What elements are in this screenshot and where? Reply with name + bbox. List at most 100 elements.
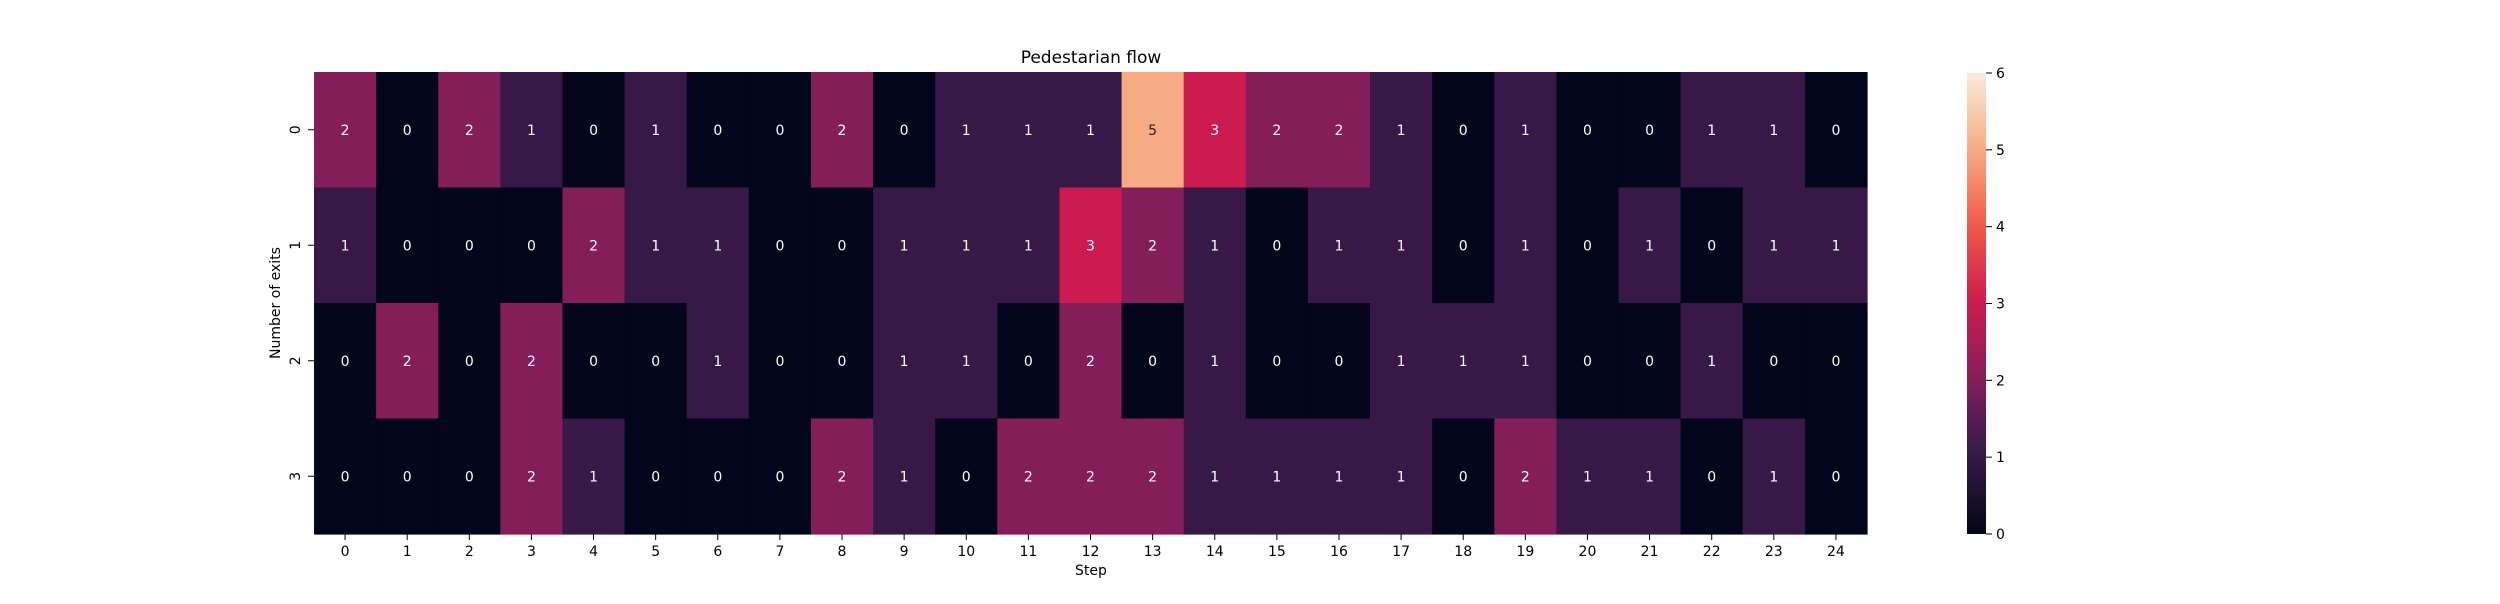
heatmap-cell-label: 1 xyxy=(1397,238,1406,254)
heatmap-cell xyxy=(1307,72,1371,189)
heatmap-cell xyxy=(1245,418,1309,535)
heatmap-cell xyxy=(1742,303,1806,420)
heatmap-cell xyxy=(1059,187,1123,304)
x-tick-label: 1 xyxy=(403,544,412,560)
heatmap-cell-label: 2 xyxy=(527,354,536,370)
heatmap-cell xyxy=(1680,303,1744,420)
heatmap-cell xyxy=(935,418,998,535)
heatmap-cell-label: 1 xyxy=(1335,469,1344,485)
heatmap-cell xyxy=(997,187,1061,304)
x-tick-label: 6 xyxy=(713,544,722,560)
heatmap-cell-label: 0 xyxy=(1583,354,1592,370)
heatmap-cell xyxy=(1307,303,1371,420)
x-tick-label: 18 xyxy=(1454,544,1472,560)
heatmap-cell-label: 2 xyxy=(1148,469,1157,485)
heatmap-cell-label: 3 xyxy=(1086,238,1095,254)
heatmap-cell xyxy=(1307,187,1371,304)
heatmap-cell xyxy=(1680,187,1744,304)
heatmap-cell xyxy=(935,187,998,304)
heatmap-cell xyxy=(873,187,936,304)
heatmap-cell xyxy=(686,418,750,535)
heatmap-cell xyxy=(935,72,998,189)
heatmap-cell xyxy=(748,303,812,420)
heatmap-cell-label: 0 xyxy=(403,469,412,485)
heatmap-cell xyxy=(624,303,688,420)
heatmap-cell-label: 1 xyxy=(1521,123,1530,139)
y-tick-label: 1 xyxy=(288,241,304,250)
heatmap-cell xyxy=(1370,303,1433,420)
heatmap-cell xyxy=(1742,72,1806,189)
heatmap-cell xyxy=(1804,72,1868,189)
heatmap-cell xyxy=(810,418,874,535)
y-tick-label: 0 xyxy=(288,125,304,134)
x-tick-label: 12 xyxy=(1082,544,1100,560)
heatmap-cell xyxy=(624,418,688,535)
heatmap-cell xyxy=(624,72,688,189)
heatmap-cell xyxy=(1121,303,1185,420)
heatmap-cell-label: 5 xyxy=(1148,123,1157,139)
heatmap-cell xyxy=(748,418,812,535)
heatmap-cell xyxy=(810,187,874,304)
heatmap-cell-label: 0 xyxy=(1272,238,1281,254)
heatmap-cell xyxy=(1245,303,1309,420)
colorbar: 0 1 2 3 4 5 6 xyxy=(1967,66,2005,543)
heatmap-cell-label: 0 xyxy=(1459,123,1468,139)
heatmap-cell xyxy=(1804,187,1868,304)
colorbar-tick-label: 2 xyxy=(1996,373,2005,389)
heatmap-cell-label: 1 xyxy=(900,238,909,254)
heatmap-cell-label: 0 xyxy=(775,469,784,485)
heatmap-cell xyxy=(1121,72,1185,189)
heatmap-cell xyxy=(500,303,564,420)
heatmap-cell xyxy=(1059,303,1123,420)
heatmap-cell-label: 2 xyxy=(341,123,350,139)
heatmap-cell xyxy=(686,303,750,420)
x-tick-label: 8 xyxy=(838,544,847,560)
heatmap-cell-label: 1 xyxy=(1210,354,1219,370)
heatmap-cell-label: 2 xyxy=(838,123,847,139)
heatmap-cell xyxy=(873,72,936,189)
heatmap-cell-label: 1 xyxy=(962,123,971,139)
heatmap-cell xyxy=(1432,303,1495,420)
heatmap-cell xyxy=(1804,418,1868,535)
heatmap-cell xyxy=(997,303,1061,420)
heatmap-cell xyxy=(1680,72,1744,189)
heatmap-cell-label: 1 xyxy=(1645,238,1654,254)
heatmap-cell-label: 2 xyxy=(838,469,847,485)
heatmap-cell-label: 2 xyxy=(527,469,536,485)
heatmap-cell xyxy=(314,418,377,535)
heatmap-cell-label: 0 xyxy=(465,238,474,254)
heatmap-cell-label: 1 xyxy=(527,123,536,139)
heatmap-cell-label: 2 xyxy=(1335,123,1344,139)
x-tick-label: 23 xyxy=(1765,544,1783,560)
heatmap-cell xyxy=(376,303,439,420)
x-tick-label: 4 xyxy=(589,544,598,560)
heatmap-cell xyxy=(562,187,626,304)
heatmap-cell xyxy=(376,187,439,304)
heatmap-cell xyxy=(1370,418,1433,535)
heatmap-cell-label: 0 xyxy=(589,123,598,139)
heatmap-cell-label: 1 xyxy=(1521,354,1530,370)
heatmap-cell xyxy=(1742,187,1806,304)
x-tick-label: 5 xyxy=(651,544,660,560)
heatmap-cell-label: 0 xyxy=(1645,354,1654,370)
heatmap-cell xyxy=(997,418,1061,535)
heatmap-cell-label: 2 xyxy=(589,238,598,254)
x-tick-label: 22 xyxy=(1703,544,1721,560)
heatmap-cell-label: 0 xyxy=(1583,123,1592,139)
heatmap-cell-label: 1 xyxy=(1397,469,1406,485)
heatmap-cell-label: 1 xyxy=(1521,238,1530,254)
heatmap-cell-label: 1 xyxy=(1769,469,1778,485)
heatmap-cell-label: 2 xyxy=(1086,469,1095,485)
heatmap-cell xyxy=(314,72,377,189)
heatmap-cell-label: 1 xyxy=(1769,238,1778,254)
heatmap-cell-label: 0 xyxy=(1583,238,1592,254)
heatmap-cell-label: 1 xyxy=(1210,238,1219,254)
x-tick-label: 10 xyxy=(957,544,975,560)
heatmap-cell xyxy=(1618,72,1682,189)
heatmap-cell-label: 1 xyxy=(589,469,598,485)
heatmap-cell xyxy=(997,72,1061,189)
heatmap-cell-label: 0 xyxy=(775,238,784,254)
colorbar-gradient xyxy=(1967,73,1986,534)
heatmap-cell-label: 1 xyxy=(1397,354,1406,370)
x-tick-label: 7 xyxy=(775,544,784,560)
